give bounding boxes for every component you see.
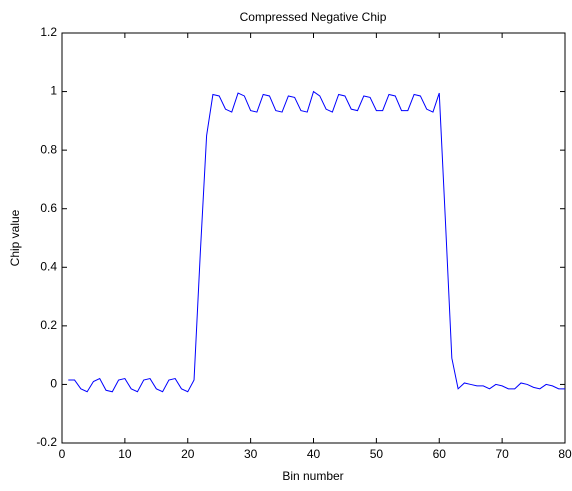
y-tick-label: 1.2 <box>40 25 57 39</box>
x-tick-label: 20 <box>181 447 195 461</box>
y-tick-label: 0.4 <box>40 259 57 273</box>
y-tick-label: 1 <box>50 84 57 98</box>
x-tick-label: 60 <box>433 447 447 461</box>
x-tick-label: 70 <box>495 447 509 461</box>
x-tick-label: 50 <box>370 447 384 461</box>
x-tick-label: 40 <box>307 447 321 461</box>
y-tick-label: 0.6 <box>40 201 57 215</box>
x-tick-label: 80 <box>558 447 572 461</box>
x-tick-label: 10 <box>118 447 132 461</box>
y-tick-label: 0.8 <box>40 142 57 156</box>
x-tick-label: 0 <box>59 447 66 461</box>
y-tick-label: -0.2 <box>36 435 57 449</box>
x-tick-label: 30 <box>244 447 258 461</box>
y-tick-label: 0 <box>50 377 57 391</box>
data-line <box>68 90 565 393</box>
y-axis-label: Chip value <box>8 209 22 266</box>
chart-title: Compressed Negative Chip <box>240 10 387 24</box>
x-axis-label: Bin number <box>282 469 343 483</box>
y-tick-label: 0.2 <box>40 318 57 332</box>
